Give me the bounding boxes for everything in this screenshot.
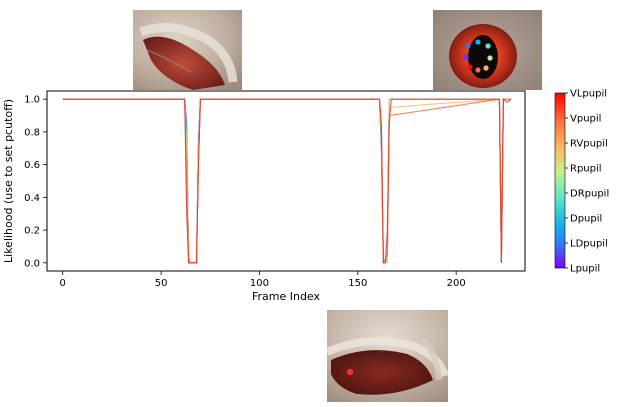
colorbar-label-dpupil: Dpupil [570, 214, 602, 225]
colorbar-label-lpupil: Lpupil [570, 264, 600, 275]
colorbar-label-vlpupil: VLpupil [570, 89, 607, 100]
series-layer [62, 98, 512, 264]
plot-frame [46, 90, 526, 272]
x-tick-label: 200 [447, 278, 466, 289]
series-line-4 [62, 98, 512, 264]
pupil-marker-l [463, 54, 469, 60]
colorbar-label-rvpupil: RVpupil [570, 139, 608, 150]
colorbar-label-drpupil: DRpupil [570, 189, 609, 200]
x-tick-label: 0 [60, 278, 66, 289]
x-axis-ticks: 0 50 100 150 200 [60, 271, 466, 289]
colorbar-label-rpupil: Rpupil [570, 164, 602, 175]
y-tick-label: 0.0 [24, 258, 40, 269]
y-tick-label: 0.6 [24, 160, 40, 171]
series-line-0 [62, 98, 512, 264]
colorbar-label-ldpupil: LDpupil [570, 239, 608, 250]
frame-thumbnail-bottom [327, 310, 448, 402]
series-line-1 [62, 98, 512, 264]
y-axis-title: Likelihood (use to set pcutoff) [2, 99, 15, 263]
colorbar [554, 92, 566, 269]
colorbar-label-vpupil: Vpupil [570, 114, 601, 125]
x-axis-title: Frame Index [252, 290, 321, 303]
pupil-marker-d [475, 39, 481, 45]
series-line-5 [62, 98, 512, 264]
eye-open-image [433, 10, 542, 90]
y-tick-label: 1.0 [24, 95, 40, 106]
x-tick-label: 100 [250, 278, 269, 289]
series-line-3 [62, 98, 512, 264]
pupil-marker-v [475, 67, 481, 73]
frame-thumbnail-top-right [433, 10, 542, 90]
x-tick-label: 150 [348, 278, 367, 289]
colorbar-labels: VLpupil Vpupil RVpupil Rpupil DRpupil Dpupil L… [565, 89, 609, 275]
pupil-marker-rv [483, 65, 489, 71]
pupil-marker-dr [485, 43, 491, 49]
y-tick-label: 0.2 [24, 226, 40, 237]
frame-thumbnail-top-left [133, 10, 242, 90]
eye-closed-image [133, 10, 242, 90]
y-tick-label: 0.8 [24, 127, 40, 138]
pupil-marker-ld [465, 43, 471, 49]
series-line-2 [62, 98, 512, 264]
pupil-marker-vl-bottom [346, 368, 354, 376]
x-tick-label: 50 [155, 278, 168, 289]
y-tick-label: 0.4 [24, 193, 40, 204]
pupil-marker-r [487, 55, 493, 61]
eye-half-closed-image [327, 310, 448, 402]
y-axis-ticks: 0.0 0.2 0.4 0.6 0.8 1.0 [24, 95, 47, 269]
series-line-6 [62, 98, 512, 264]
pupil-marker-vl [467, 64, 473, 70]
series-line-7 [62, 98, 512, 264]
